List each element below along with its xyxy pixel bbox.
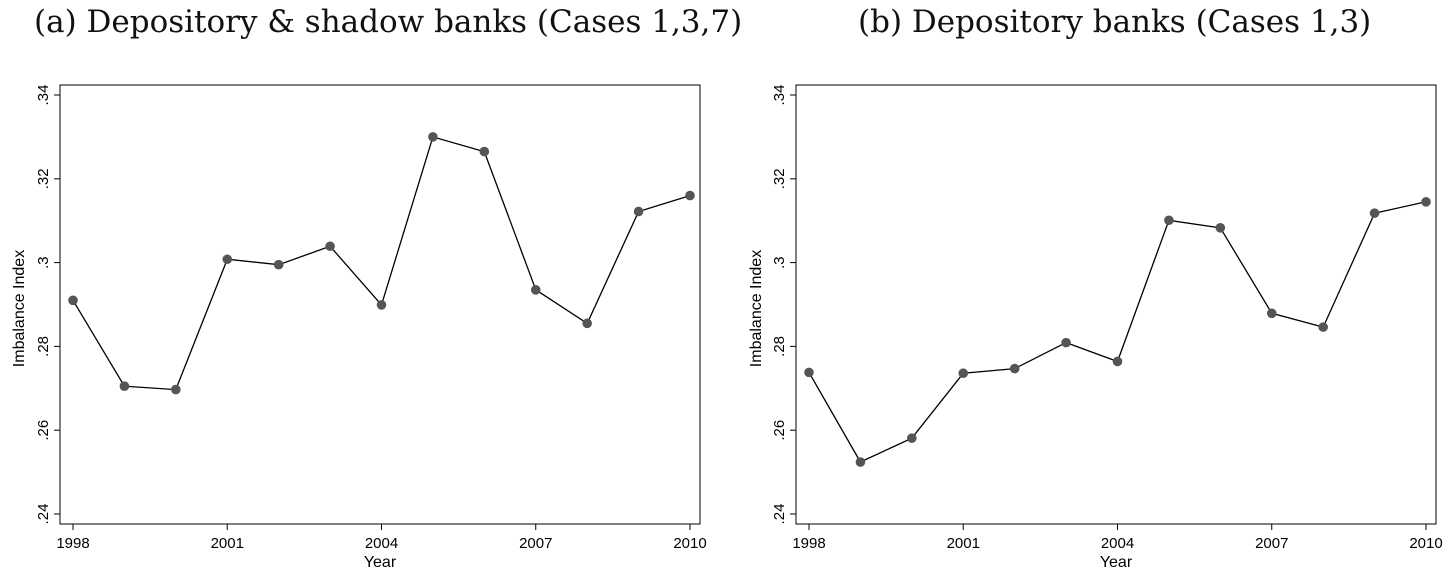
chart-b-ylabel: Imbalance Index: [748, 250, 765, 367]
chart-a-series-line: [72, 136, 691, 391]
chart-a-point: [68, 295, 78, 306]
chart-a-point: [273, 259, 284, 270]
chart-a-ylabel: Imbalance Index: [11, 250, 28, 367]
chart-b-xtick-label: 2007: [1255, 535, 1288, 552]
chart-b-point: [1112, 356, 1123, 367]
chart-b-point: [958, 368, 969, 379]
chart-b-point: [1421, 197, 1431, 207]
chart-b-point: [1369, 208, 1380, 218]
chart-b-point: [907, 433, 917, 443]
chart-b-ytick-label: .26: [771, 420, 788, 441]
chart-b-point: [855, 457, 866, 467]
chart-b-point: [1266, 308, 1277, 319]
chart-a-point: [222, 254, 233, 265]
chart-b-frame: [795, 84, 1437, 525]
chart-a-xtick-label: 1998: [56, 535, 89, 552]
chart-a-title: (a) Depository & shadow banks (Cases 1,3…: [34, 4, 743, 40]
chart-b-xlabel: Year: [1100, 554, 1133, 571]
chart-b-ytick-label: .24: [771, 504, 788, 525]
chart-b-ytick-label: .32: [771, 168, 788, 189]
chart-b-xtick-label: 2010: [1409, 535, 1442, 552]
chart-b-point: [1318, 322, 1328, 332]
chart-a-xtick-label: 2007: [519, 535, 552, 552]
chart-a-point: [325, 241, 335, 252]
chart-a-ytick-label: .34: [35, 85, 52, 106]
chart-a-xtick-label: 2001: [211, 535, 244, 552]
chart-a-point: [685, 190, 695, 201]
chart-a-ytick-label: .28: [35, 336, 52, 357]
chart-b-ytick-label: .3: [771, 256, 788, 269]
chart-a-xtick-label: 2004: [365, 535, 398, 552]
chart-b-ytick-label: .34: [771, 85, 788, 106]
chart-a-ytick-label: .32: [35, 168, 52, 189]
chart-a-point: [376, 300, 387, 310]
chart-a-xtick-label: 2010: [673, 535, 706, 552]
chart-b-point: [1215, 223, 1226, 233]
chart-a-point: [633, 206, 644, 217]
chart-b-xtick-label: 1998: [792, 535, 825, 552]
chart-b-point: [1009, 363, 1020, 374]
chart-a-point: [479, 146, 490, 157]
chart-a-point: [530, 285, 541, 295]
chart-a-xlabel: Year: [364, 554, 397, 571]
chart-a-frame: [59, 84, 701, 525]
chart-b-xtick-label: 2001: [947, 535, 980, 552]
chart-b-title: (b) Depository banks (Cases 1,3): [858, 4, 1372, 40]
chart-a-point: [582, 318, 592, 329]
chart-b-xtick-label: 2004: [1101, 535, 1134, 552]
chart-b-point: [804, 367, 814, 378]
chart-b-plot: .24 .26 .28 .3 .32 .34 1998 2001 2004 2007 2010 Yea…: [748, 84, 1443, 571]
chart-a-ytick-label: .26: [35, 420, 52, 441]
chart-a-point: [428, 132, 438, 142]
chart-b-point: [1164, 215, 1174, 226]
chart-a-point: [171, 384, 181, 395]
chart-b-series-line: [808, 201, 1427, 463]
chart-b-ytick-label: .28: [771, 336, 788, 357]
chart-b-point: [1061, 337, 1071, 348]
chart-a-plot: .24 .26 .28 .3 .32 .34 1998 2001 2004 2007 2010 Yea…: [11, 84, 707, 571]
chart-a-ytick-label: .24: [35, 504, 52, 525]
chart-a-point: [119, 381, 130, 392]
chart-a-ytick-label: .3: [35, 256, 52, 269]
